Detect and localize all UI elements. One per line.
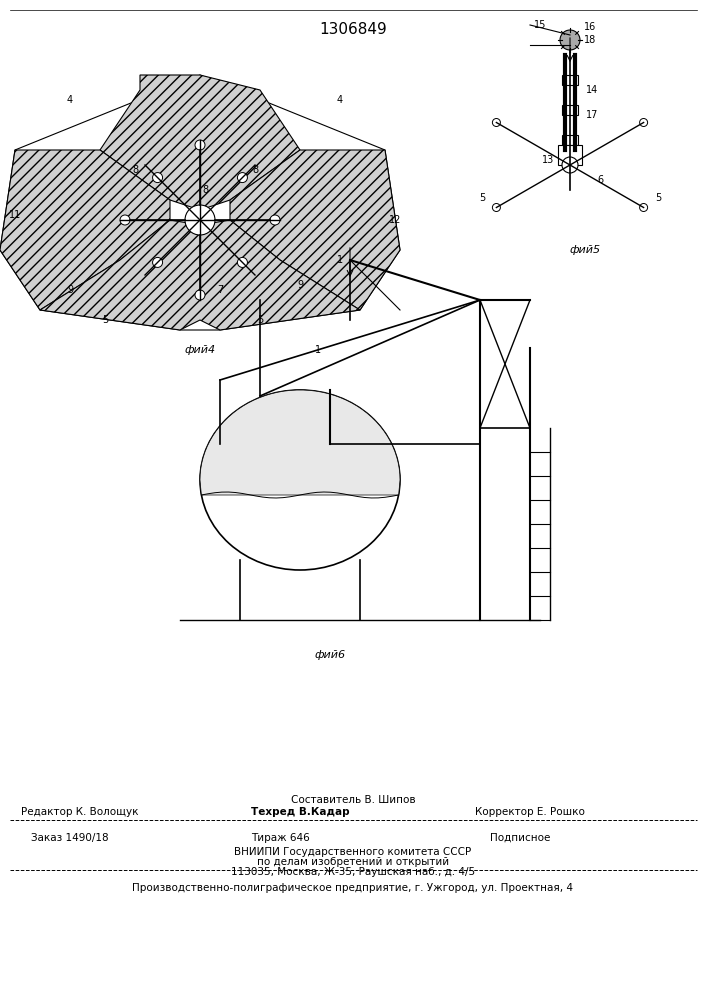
Text: 6: 6 — [597, 175, 603, 185]
Text: 5: 5 — [655, 193, 661, 203]
Text: 12: 12 — [389, 215, 401, 225]
Text: фий6: фий6 — [315, 650, 346, 660]
Text: 14: 14 — [586, 85, 598, 95]
Polygon shape — [200, 390, 400, 495]
Text: 4: 4 — [337, 95, 343, 105]
Circle shape — [640, 204, 648, 212]
Circle shape — [195, 140, 205, 150]
Circle shape — [492, 204, 501, 212]
Polygon shape — [0, 150, 170, 310]
Text: Производственно-полиграфическое предприятие, г. Ужгород, ул. Проектная, 4: Производственно-полиграфическое предприя… — [132, 883, 573, 893]
Bar — [562, 105, 578, 115]
Text: 18: 18 — [584, 35, 596, 45]
Text: Заказ 1490/18: Заказ 1490/18 — [31, 833, 109, 843]
Text: Подписное: Подписное — [490, 833, 550, 843]
Text: 1: 1 — [337, 255, 343, 265]
Text: 17: 17 — [586, 110, 598, 120]
Circle shape — [153, 173, 163, 183]
Text: 8: 8 — [252, 165, 258, 175]
Text: 5: 5 — [257, 315, 263, 325]
Text: Редактор К. Волощук: Редактор К. Волощук — [21, 807, 139, 817]
Text: 7: 7 — [217, 285, 223, 295]
Text: Корректор Е. Рошко: Корректор Е. Рошко — [475, 807, 585, 817]
Text: 8: 8 — [202, 185, 208, 195]
Text: 9: 9 — [67, 285, 73, 295]
Text: Составитель В. Шипов: Составитель В. Шипов — [291, 795, 415, 805]
Polygon shape — [40, 220, 360, 330]
Circle shape — [238, 173, 247, 183]
Circle shape — [185, 205, 215, 235]
Text: 113035, Москва, Ж-35, Раушская наб., д. 4/5: 113035, Москва, Ж-35, Раушская наб., д. … — [231, 867, 475, 877]
Circle shape — [195, 290, 205, 300]
Text: ВНИИПИ Государственного комитета СССР: ВНИИПИ Государственного комитета СССР — [235, 847, 472, 857]
Polygon shape — [230, 150, 400, 310]
Text: Техред В.Кадар: Техред В.Кадар — [251, 807, 349, 817]
Text: 13: 13 — [542, 155, 554, 165]
Text: 1306849: 1306849 — [319, 22, 387, 37]
Text: 5: 5 — [102, 315, 108, 325]
Text: 16: 16 — [584, 22, 596, 32]
Circle shape — [270, 215, 280, 225]
Text: 15: 15 — [534, 20, 547, 30]
Bar — [562, 135, 578, 145]
Circle shape — [120, 215, 130, 225]
Circle shape — [153, 257, 163, 267]
Text: фий4: фий4 — [185, 345, 216, 355]
Text: 1: 1 — [315, 345, 321, 355]
Bar — [558, 145, 582, 165]
Text: 11: 11 — [9, 210, 21, 220]
Circle shape — [562, 157, 578, 173]
Circle shape — [640, 118, 648, 126]
Bar — [562, 75, 578, 85]
Text: 9: 9 — [297, 280, 303, 290]
Text: фий5: фий5 — [569, 245, 600, 255]
Text: по делам изобретений и открытий: по делам изобретений и открытий — [257, 857, 449, 867]
Circle shape — [492, 118, 501, 126]
Ellipse shape — [200, 390, 400, 570]
Circle shape — [560, 30, 580, 50]
Polygon shape — [100, 75, 300, 210]
Text: 4: 4 — [67, 95, 73, 105]
Text: Тираж 646: Тираж 646 — [250, 833, 310, 843]
Text: 8: 8 — [132, 165, 138, 175]
Circle shape — [238, 257, 247, 267]
Text: 5: 5 — [479, 193, 485, 203]
